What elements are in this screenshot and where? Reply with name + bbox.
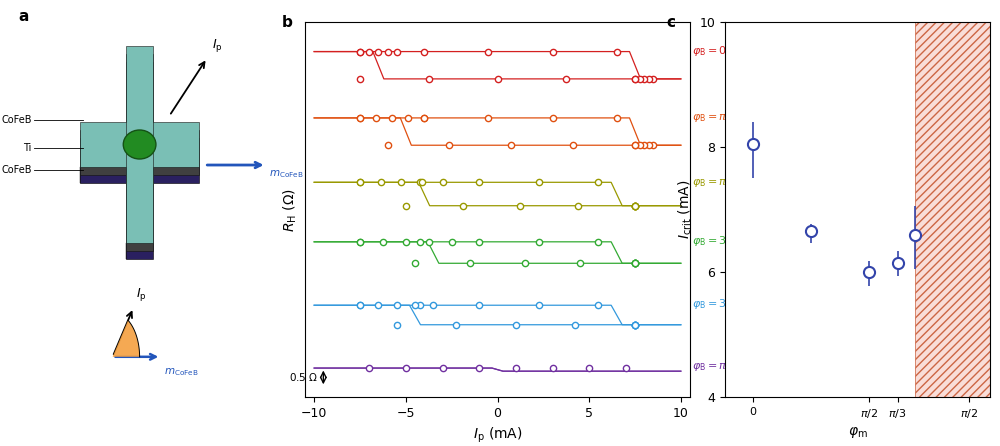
Text: c: c <box>667 15 676 30</box>
Text: $\varphi_{\mathrm{B}}=3\pi/4$: $\varphi_{\mathrm{B}}=3\pi/4$ <box>692 297 744 311</box>
Text: CoFeB: CoFeB <box>1 115 32 125</box>
Bar <box>915 22 990 397</box>
Text: a: a <box>18 9 28 24</box>
Polygon shape <box>80 138 199 183</box>
Text: b: b <box>282 15 293 30</box>
Text: CoFeB: CoFeB <box>1 165 32 175</box>
Polygon shape <box>80 130 199 175</box>
Text: $\varphi_{\mathrm{B}}=\pi$: $\varphi_{\mathrm{B}}=\pi$ <box>692 361 727 373</box>
Text: $\varphi_{\mathrm{B}}=0$: $\varphi_{\mathrm{B}}=0$ <box>692 44 727 58</box>
Text: $\varphi_{\mathrm{B}}=\pi/2$: $\varphi_{\mathrm{B}}=\pi/2$ <box>692 174 737 189</box>
X-axis label: $\varphi_{\mathrm{m}}$: $\varphi_{\mathrm{m}}$ <box>848 425 867 440</box>
Polygon shape <box>126 46 153 243</box>
Text: $\varphi_{\mathrm{B}}=3\pi/4$: $\varphi_{\mathrm{B}}=3\pi/4$ <box>692 234 744 248</box>
Text: $m_{\mathrm{CoFeB}}$: $m_{\mathrm{CoFeB}}$ <box>269 168 304 180</box>
Text: $\varphi_{\mathrm{B}}=\pi/4$: $\varphi_{\mathrm{B}}=\pi/4$ <box>692 110 737 124</box>
Polygon shape <box>126 54 153 251</box>
Y-axis label: $I_{\mathrm{crit}}$ (mA): $I_{\mathrm{crit}}$ (mA) <box>676 180 694 240</box>
Ellipse shape <box>123 130 156 159</box>
Polygon shape <box>126 243 153 259</box>
Text: Ti: Ti <box>23 143 32 153</box>
Polygon shape <box>113 320 140 357</box>
Text: $m_{\mathrm{CoFeB}}$: $m_{\mathrm{CoFeB}}$ <box>164 366 199 377</box>
Text: $I_{\mathrm{p}}$: $I_{\mathrm{p}}$ <box>212 37 223 54</box>
Text: $I_{\mathrm{p}}$: $I_{\mathrm{p}}$ <box>136 286 147 303</box>
Bar <box>915 22 990 397</box>
X-axis label: $I_{\mathrm{p}}$ (mA): $I_{\mathrm{p}}$ (mA) <box>473 425 522 445</box>
Polygon shape <box>126 62 153 259</box>
Polygon shape <box>80 167 199 183</box>
Y-axis label: $R_{\mathrm{H}}$ ($\Omega$): $R_{\mathrm{H}}$ ($\Omega$) <box>282 188 299 231</box>
Text: 0.5 $\Omega$: 0.5 $\Omega$ <box>289 372 318 384</box>
Polygon shape <box>80 122 199 167</box>
